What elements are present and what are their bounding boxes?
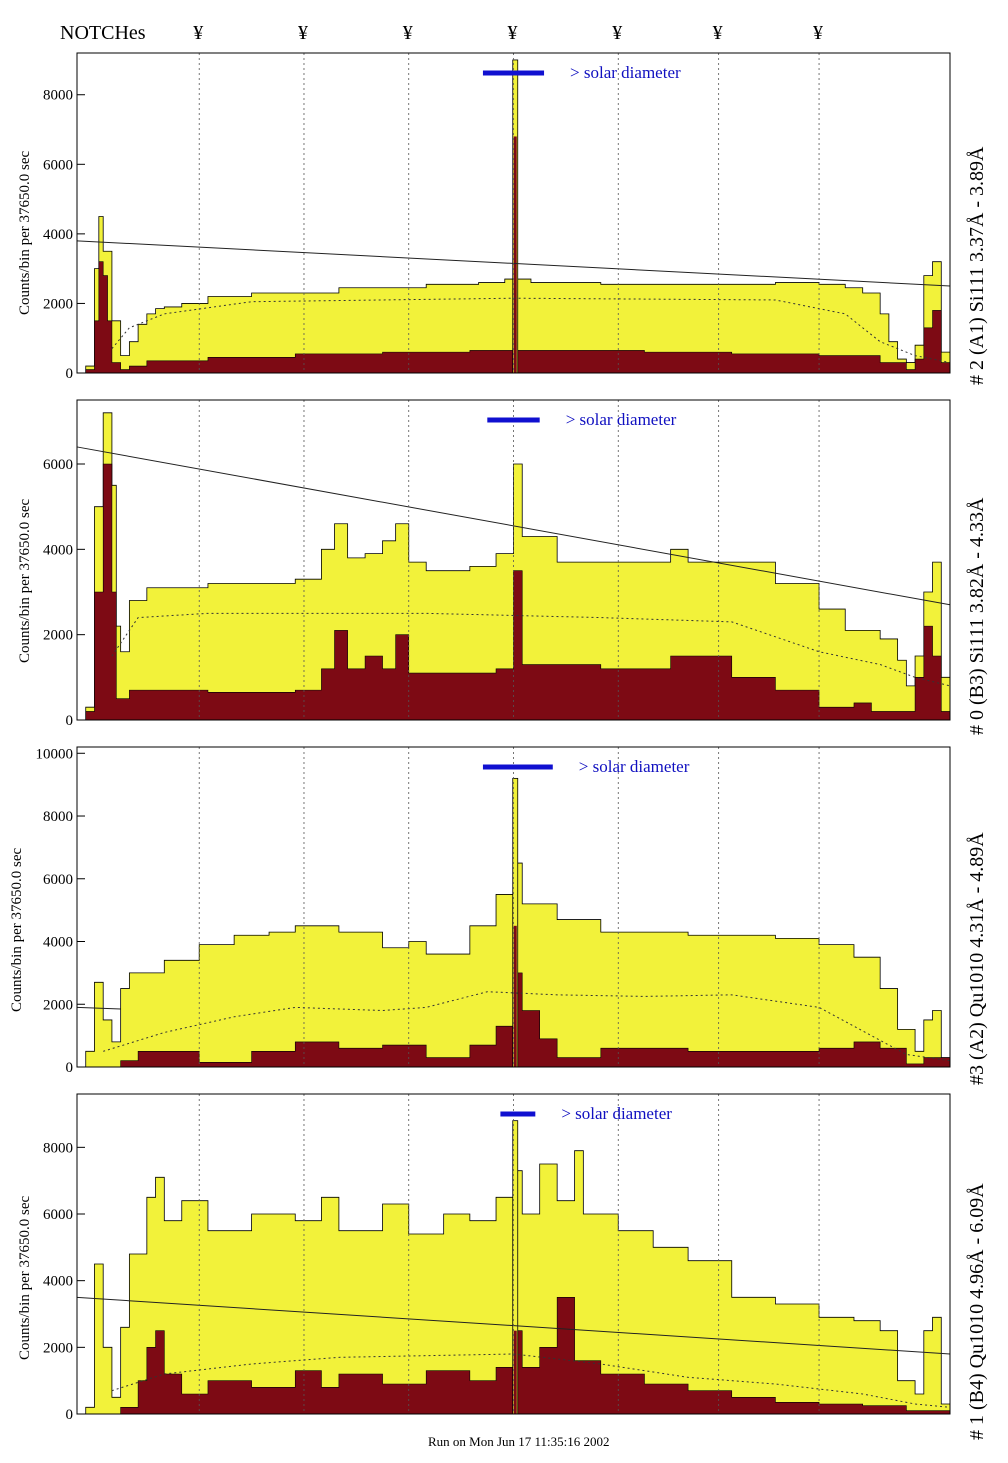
ylabel-panel-4: Counts/bin per 37650.0 sec [17,1195,33,1360]
smoothed-curve [111,297,951,364]
y-tick-label: 0 [66,1060,74,1076]
y-tick-label: 0 [66,366,74,382]
notch-marker-7: ¥ [813,22,824,44]
y-tick-label: 4000 [43,1274,73,1290]
y-tick-label: 8000 [43,1140,73,1156]
y-tick-label: 2000 [43,628,73,644]
y-tick-label: 0 [66,713,74,729]
ylabel-panel-1: Counts/bin per 37650.0 sec [17,150,33,315]
y-tick-label: 2000 [43,1340,73,1356]
center-spike-filtered [513,136,517,373]
solar-diameter-label: > solar diameter [570,63,681,82]
y-tick-label: 4000 [43,542,73,558]
ylabel-panel-2: Counts/bin per 37650.0 sec [17,498,33,663]
panel-2: 0 2000 4000 6000 > solar diameter [43,399,951,729]
solar-diameter-label: > solar diameter [566,410,677,429]
smoothed-curve [111,612,951,687]
y-tick-label: 6000 [43,157,73,173]
y-tick-label: 6000 [43,1207,73,1223]
y-tick-label: 0 [66,1407,74,1423]
y-tick-label: 10000 [36,746,74,762]
panel-label-3: #3 (A2) Qu1010 4.31Å - 4.89Å [966,832,988,1085]
smoothed-curve [111,1353,951,1408]
notches-label: NOTCHes [60,22,146,44]
center-spike-filtered [513,925,517,1067]
y-tick-label: 6000 [43,872,73,888]
y-tick-label: 2000 [43,997,73,1013]
panel-4: 0 2000 4000 6000 8000 > solar diameter [43,1093,951,1423]
smoothed-curve [103,991,951,1062]
y-tick-label: 8000 [43,88,73,104]
panel-label-1: # 2 (A1) Si111 3.37Å - 3.89Å [966,146,988,385]
plot-frame [76,746,951,1068]
y-tick-label: 4000 [43,935,73,951]
plot-frame [76,1093,951,1415]
notch-marker-2: ¥ [297,22,308,44]
panel-label-2: # 0 (B3) Si111 3.82Å - 4.33Å [966,497,988,735]
panel-1: 0 2000 4000 6000 8000 > solar diameter [43,52,951,382]
plot-frame [76,52,951,374]
notch-marker-6: ¥ [712,22,723,44]
solar-diameter-label: > solar diameter [579,757,690,776]
notch-marker-4: ¥ [507,22,518,44]
y-tick-label: 6000 [43,457,73,473]
run-timestamp: Run on Mon Jun 17 11:35:16 2002 [428,1434,610,1449]
trend-line [76,1006,121,1010]
notch-marker-5: ¥ [612,22,623,44]
solar-diameter-label: > solar diameter [561,1104,672,1123]
center-spike-filtered [513,1330,517,1414]
y-tick-label: 4000 [43,227,73,243]
plot-frame [76,399,951,721]
notch-marker-1: ¥ [193,22,204,44]
y-tick-label: 8000 [43,809,73,825]
panel-label-4: # 1 (B4) Qu1010 4.96Å - 6.09Å [966,1183,988,1440]
y-tick-label: 2000 [43,296,73,312]
notch-marker-3: ¥ [402,22,413,44]
ylabel-panel-3: Counts/bin per 37650.0 sec [9,847,25,1012]
panel-3: 0 2000 4000 6000 8000 10000 > solar diameter [36,746,951,1076]
